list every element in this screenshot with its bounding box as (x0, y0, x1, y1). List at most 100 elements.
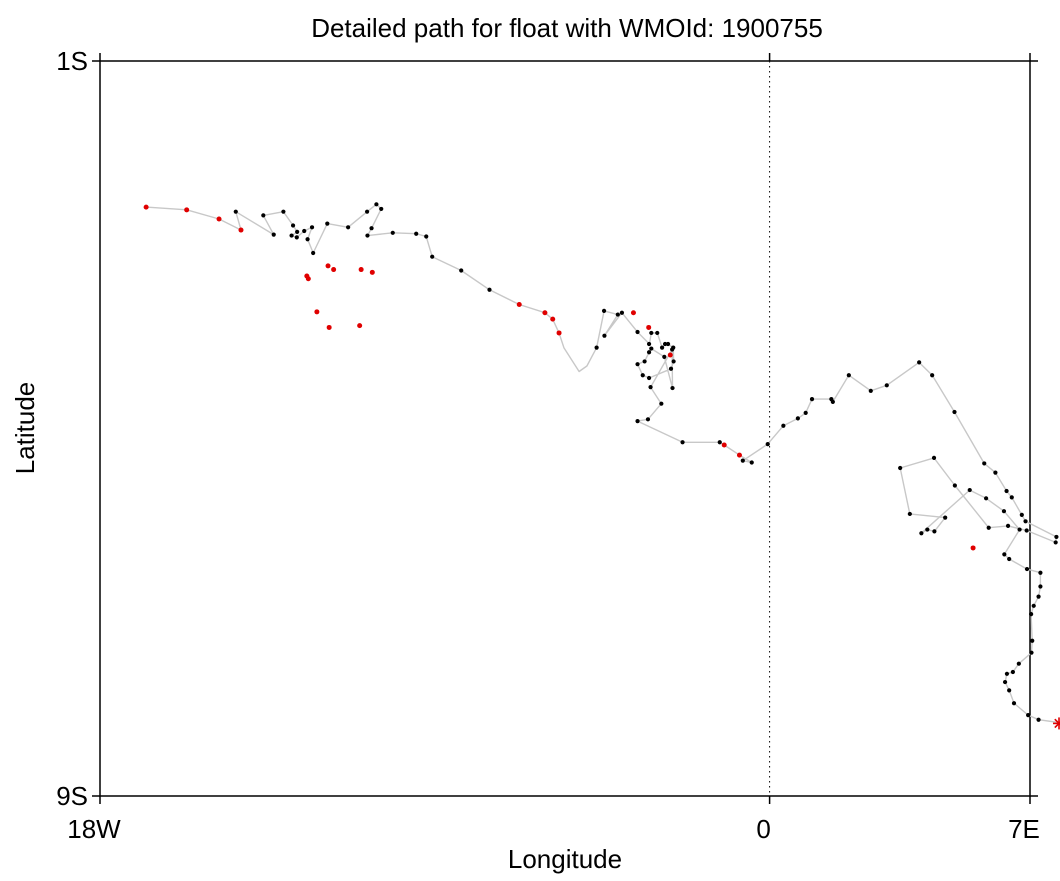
highlight-point (516, 301, 522, 307)
profile-point (642, 359, 647, 364)
highlight-point (736, 452, 742, 458)
profile-point (1029, 611, 1034, 617)
x-tick-label: 0 (756, 814, 770, 844)
y-tick-label: 1S (56, 46, 88, 76)
y-axis-ticks: 1S 9S (56, 46, 1038, 811)
profile-point (1024, 566, 1030, 572)
latest-position-marker (1053, 717, 1060, 730)
profile-point (635, 419, 640, 424)
profile-point (414, 231, 419, 236)
profile-point (1023, 519, 1028, 524)
plot-area (99, 60, 1031, 797)
profile-point (1002, 679, 1008, 685)
profile-point (364, 209, 370, 214)
highlight-point (550, 316, 556, 322)
y-tick-label: 9S (56, 781, 88, 811)
profile-point (311, 250, 316, 256)
profile-point (1009, 495, 1014, 500)
highlight-point (667, 352, 673, 358)
profile-point (635, 329, 640, 335)
profile-points (233, 202, 1059, 722)
profile-point (919, 531, 924, 536)
highlight-point (646, 324, 652, 330)
profile-point (487, 287, 492, 292)
profile-point (459, 268, 464, 273)
profile-point (1011, 701, 1017, 706)
x-tick-label: 7E (1008, 814, 1040, 844)
profile-point (379, 206, 384, 212)
profile-point (830, 399, 835, 404)
profile-point (717, 440, 722, 445)
profile-point (952, 483, 957, 488)
highlight-point (970, 545, 976, 551)
profile-point (952, 409, 957, 415)
profile-point (659, 401, 664, 406)
latest-point (1053, 717, 1060, 730)
highlight-points (143, 204, 976, 551)
highlight-point (331, 267, 337, 273)
highlight-point (357, 323, 363, 329)
highlight-point (216, 216, 222, 222)
profile-point (662, 354, 667, 359)
profile-point (430, 254, 435, 259)
profile-point (671, 359, 676, 364)
profile-point (680, 440, 685, 445)
highlight-point (325, 263, 331, 269)
profile-point (846, 373, 851, 378)
profile-point (993, 470, 998, 475)
profile-point (917, 360, 922, 365)
profile-point (925, 527, 930, 532)
profile-point (1036, 594, 1041, 599)
profile-point (390, 230, 395, 235)
profile-point (984, 496, 989, 501)
latest-point-stroke (1054, 721, 1060, 729)
profile-point (749, 460, 754, 465)
profile-point (907, 511, 912, 517)
profile-point (635, 362, 640, 367)
profile-point (982, 461, 987, 466)
profile-point (294, 235, 299, 240)
profile-point (1019, 512, 1024, 517)
profile-point (932, 529, 937, 534)
profile-point (424, 234, 429, 239)
y-axis-label: Latitude (10, 382, 40, 475)
profile-point (305, 237, 310, 242)
profile-point (1038, 570, 1043, 575)
profile-point (646, 350, 652, 355)
profile-point (281, 209, 286, 214)
profile-point (646, 375, 652, 381)
profile-point (668, 366, 674, 371)
highlight-point (556, 330, 562, 336)
profile-point (369, 226, 374, 231)
profile-point (646, 341, 652, 347)
profile-point (615, 312, 620, 317)
profile-point (619, 310, 625, 315)
x-tick-label: 18W (67, 814, 121, 844)
profile-point (670, 385, 675, 391)
profile-point (602, 333, 607, 338)
profile-point (1053, 540, 1058, 545)
profile-point (781, 423, 786, 428)
profile-point (295, 229, 300, 234)
profile-point (271, 232, 276, 237)
profile-point (931, 455, 937, 460)
highlight-point (184, 207, 190, 213)
highlight-point (358, 267, 364, 273)
profile-point (1030, 638, 1035, 643)
profile-point (655, 330, 660, 336)
profile-point (1017, 527, 1022, 532)
highlight-point (305, 276, 311, 282)
plot-frame (99, 60, 1031, 797)
profile-point (649, 346, 654, 351)
profile-point (1054, 534, 1059, 540)
highlight-point (326, 324, 332, 330)
profile-point (601, 308, 607, 313)
profile-point (740, 458, 745, 463)
profile-point (1002, 552, 1007, 557)
highlight-point (369, 269, 375, 275)
profile-point (309, 225, 315, 230)
profile-point (986, 525, 991, 530)
profile-point (670, 347, 675, 352)
profile-point (1029, 650, 1034, 655)
